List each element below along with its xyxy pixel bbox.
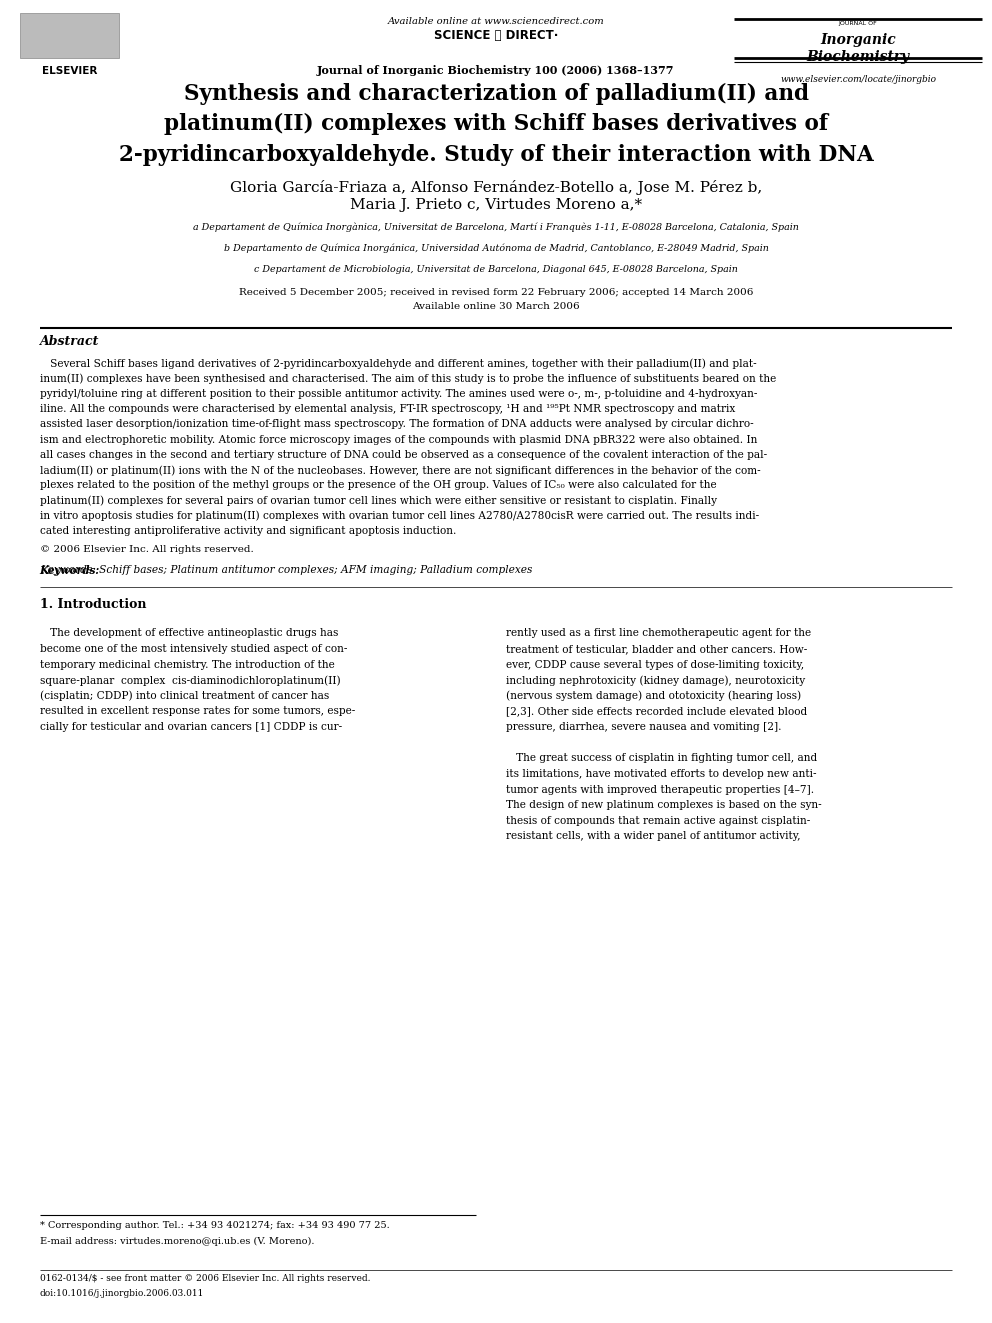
Text: resistant cells, with a wider panel of antitumor activity,: resistant cells, with a wider panel of a… bbox=[506, 831, 801, 841]
Text: iline. All the compounds were characterised by elemental analysis, FT-IR spectro: iline. All the compounds were characteri… bbox=[40, 404, 735, 414]
Text: Inorganic: Inorganic bbox=[820, 33, 896, 48]
Text: Keywords: Schiff bases; Platinum antitumor complexes; AFM imaging; Palladium com: Keywords: Schiff bases; Platinum antitum… bbox=[40, 565, 532, 576]
Text: * Corresponding author. Tel.: +34 93 4021274; fax: +34 93 490 77 25.: * Corresponding author. Tel.: +34 93 402… bbox=[40, 1221, 390, 1230]
Text: treatment of testicular, bladder and other cancers. How-: treatment of testicular, bladder and oth… bbox=[506, 644, 807, 654]
Text: JOURNAL OF: JOURNAL OF bbox=[838, 21, 878, 26]
Text: Maria J. Prieto c, Virtudes Moreno a,*: Maria J. Prieto c, Virtudes Moreno a,* bbox=[350, 198, 642, 212]
Text: Several Schiff bases ligand derivatives of 2-pyridincarboxyaldehyde and differen: Several Schiff bases ligand derivatives … bbox=[40, 359, 756, 369]
Text: SCIENCE ⓓ DIRECT·: SCIENCE ⓓ DIRECT· bbox=[434, 29, 558, 42]
Text: Received 5 December 2005; received in revised form 22 February 2006; accepted 14: Received 5 December 2005; received in re… bbox=[239, 288, 753, 296]
Text: Available online 30 March 2006: Available online 30 March 2006 bbox=[413, 303, 579, 311]
Text: square-planar  complex  cis-diaminodichloroplatinum(II): square-planar complex cis-diaminodichlor… bbox=[40, 675, 340, 685]
Text: 1. Introduction: 1. Introduction bbox=[40, 598, 146, 611]
Text: including nephrotoxicity (kidney damage), neurotoxicity: including nephrotoxicity (kidney damage)… bbox=[506, 675, 806, 685]
Text: Synthesis and characterization of palladium(II) and
platinum(II) complexes with : Synthesis and characterization of pallad… bbox=[119, 83, 873, 165]
Text: ELSEVIER: ELSEVIER bbox=[42, 66, 97, 77]
Text: Abstract: Abstract bbox=[40, 335, 99, 348]
Text: Journal of Inorganic Biochemistry 100 (2006) 1368–1377: Journal of Inorganic Biochemistry 100 (2… bbox=[317, 65, 675, 75]
Text: ladium(II) or platinum(II) ions with the N of the nucleobases. However, there ar: ladium(II) or platinum(II) ions with the… bbox=[40, 464, 760, 475]
Text: become one of the most intensively studied aspect of con-: become one of the most intensively studi… bbox=[40, 644, 347, 654]
Text: The development of effective antineoplastic drugs has: The development of effective antineoplas… bbox=[40, 628, 338, 639]
Text: (cisplatin; CDDP) into clinical treatment of cancer has: (cisplatin; CDDP) into clinical treatmen… bbox=[40, 691, 329, 701]
Text: Keywords:: Keywords: bbox=[40, 565, 100, 576]
Text: plexes related to the position of the methyl groups or the presence of the OH gr: plexes related to the position of the me… bbox=[40, 480, 716, 491]
Text: [2,3]. Other side effects recorded include elevated blood: [2,3]. Other side effects recorded inclu… bbox=[506, 706, 807, 717]
Text: platinum(II) complexes for several pairs of ovarian tumor cell lines which were : platinum(II) complexes for several pairs… bbox=[40, 495, 716, 505]
FancyBboxPatch shape bbox=[20, 13, 119, 58]
Text: 0162-0134/$ - see front matter © 2006 Elsevier Inc. All rights reserved.: 0162-0134/$ - see front matter © 2006 El… bbox=[40, 1274, 370, 1283]
Text: temporary medicinal chemistry. The introduction of the: temporary medicinal chemistry. The intro… bbox=[40, 660, 334, 669]
Text: doi:10.1016/j.jinorgbio.2006.03.011: doi:10.1016/j.jinorgbio.2006.03.011 bbox=[40, 1289, 204, 1298]
Text: ism and electrophoretic mobility. Atomic force microscopy images of the compound: ism and electrophoretic mobility. Atomic… bbox=[40, 434, 757, 445]
Text: The great success of cisplatin in fighting tumor cell, and: The great success of cisplatin in fighti… bbox=[506, 753, 817, 763]
Text: a Departament de Química Inorgànica, Universitat de Barcelona, Martí i Franquès : a Departament de Química Inorgànica, Uni… bbox=[193, 222, 799, 233]
Text: cated interesting antiproliferative activity and significant apoptosis induction: cated interesting antiproliferative acti… bbox=[40, 525, 456, 536]
Text: pyridyl/toluine ring at different position to their possible antitumor activity.: pyridyl/toluine ring at different positi… bbox=[40, 389, 757, 400]
Text: Available online at www.sciencedirect.com: Available online at www.sciencedirect.co… bbox=[388, 17, 604, 25]
Text: b Departamento de Química Inorgánica, Universidad Autónoma de Madrid, Cantoblanc: b Departamento de Química Inorgánica, Un… bbox=[223, 243, 769, 254]
Text: all cases changes in the second and tertiary structure of DNA could be observed : all cases changes in the second and tert… bbox=[40, 450, 767, 460]
Text: inum(II) complexes have been synthesised and characterised. The aim of this stud: inum(II) complexes have been synthesised… bbox=[40, 373, 776, 384]
Text: in vitro apoptosis studies for platinum(II) complexes with ovarian tumor cell li: in vitro apoptosis studies for platinum(… bbox=[40, 511, 759, 521]
Text: ever, CDDP cause several types of dose-limiting toxicity,: ever, CDDP cause several types of dose-l… bbox=[506, 660, 805, 669]
Text: Biochemistry: Biochemistry bbox=[806, 50, 910, 65]
Text: tumor agents with improved therapeutic properties [4–7].: tumor agents with improved therapeutic p… bbox=[506, 785, 814, 795]
Text: The design of new platinum complexes is based on the syn-: The design of new platinum complexes is … bbox=[506, 800, 821, 810]
Text: c Departament de Microbiologia, Universitat de Barcelona, Diagonal 645, E-08028 : c Departament de Microbiologia, Universi… bbox=[254, 266, 738, 274]
Text: (nervous system damage) and ototoxicity (hearing loss): (nervous system damage) and ototoxicity … bbox=[506, 691, 802, 701]
Text: thesis of compounds that remain active against cisplatin-: thesis of compounds that remain active a… bbox=[506, 816, 810, 826]
Text: assisted laser desorption/ionization time-of-flight mass spectroscopy. The forma: assisted laser desorption/ionization tim… bbox=[40, 419, 753, 430]
Text: cially for testicular and ovarian cancers [1] CDDP is cur-: cially for testicular and ovarian cancer… bbox=[40, 722, 342, 732]
Text: its limitations, have motivated efforts to develop new anti-: its limitations, have motivated efforts … bbox=[506, 769, 816, 779]
Text: E-mail address: virtudes.moreno@qi.ub.es (V. Moreno).: E-mail address: virtudes.moreno@qi.ub.es… bbox=[40, 1237, 314, 1246]
Text: rently used as a first line chemotherapeutic agent for the: rently used as a first line chemotherape… bbox=[506, 628, 811, 639]
Text: © 2006 Elsevier Inc. All rights reserved.: © 2006 Elsevier Inc. All rights reserved… bbox=[40, 545, 253, 554]
Text: resulted in excellent response rates for some tumors, espe-: resulted in excellent response rates for… bbox=[40, 706, 355, 717]
Text: Gloria García-Friaza a, Alfonso Fernández-Botello a, Jose M. Pérez b,: Gloria García-Friaza a, Alfonso Fernánde… bbox=[230, 180, 762, 196]
Text: pressure, diarrhea, severe nausea and vomiting [2].: pressure, diarrhea, severe nausea and vo… bbox=[506, 722, 782, 732]
Text: www.elsevier.com/locate/jinorgbio: www.elsevier.com/locate/jinorgbio bbox=[780, 75, 936, 83]
